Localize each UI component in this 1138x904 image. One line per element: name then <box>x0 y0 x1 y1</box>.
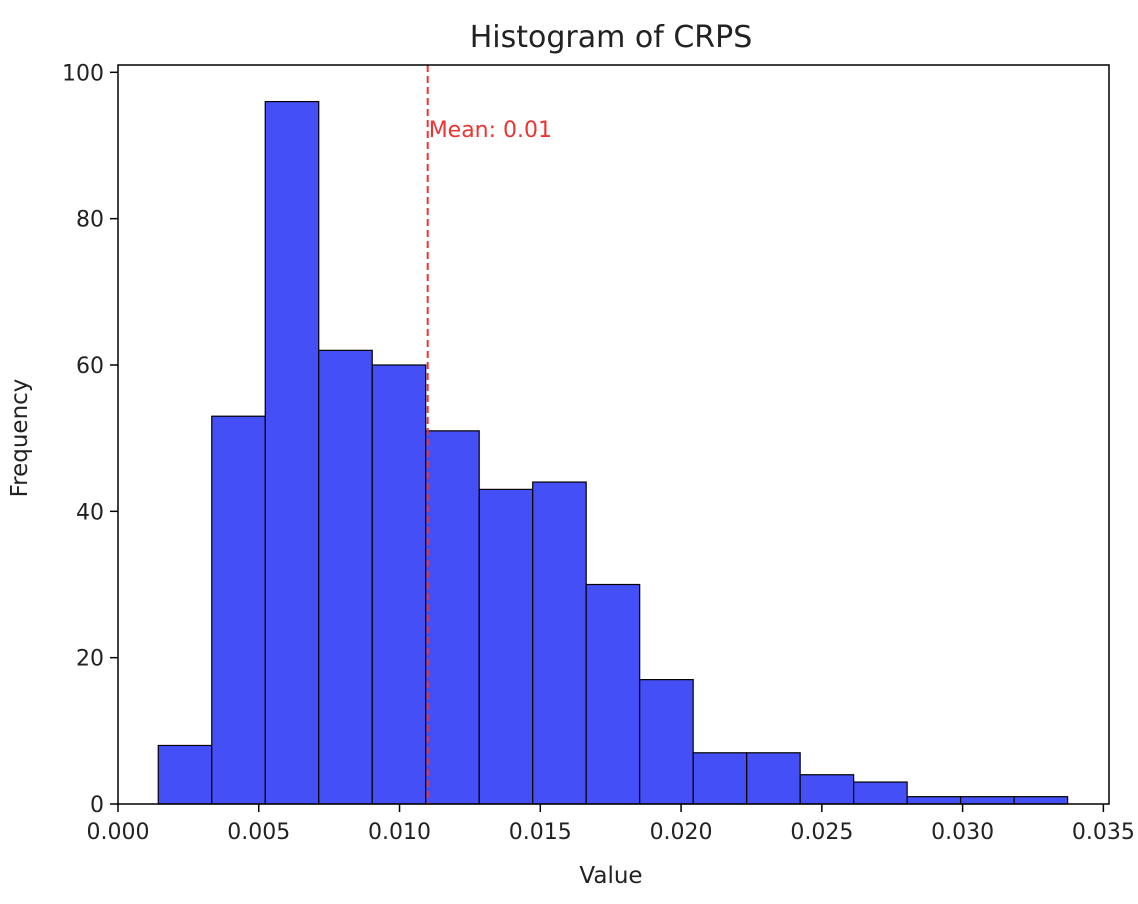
x-tick-label: 0.005 <box>227 820 290 845</box>
plot-frame <box>117 64 1110 805</box>
y-tick-label: 100 <box>62 61 104 86</box>
histogram-bar <box>692 752 748 805</box>
y-axis: 0 20 40 60 80 100 <box>62 61 118 818</box>
histogram-bar <box>211 415 266 805</box>
mean-layer: Mean: 0.01 <box>426 65 552 804</box>
x-tick-label: 0.030 <box>931 820 994 845</box>
histogram-bar <box>639 679 694 805</box>
y-tick-label: 40 <box>76 500 104 525</box>
histogram-bar <box>960 796 1015 805</box>
histogram-bar <box>532 481 587 805</box>
x-tick-label: 0.010 <box>368 820 431 845</box>
histogram-bar <box>746 752 801 805</box>
histogram-bar <box>1013 796 1069 805</box>
histogram-bar <box>478 488 534 805</box>
x-tick-label: 0.000 <box>87 820 150 845</box>
y-axis-label: Frequency <box>7 379 33 498</box>
histogram-bar <box>371 364 427 805</box>
bars-group <box>157 100 1069 805</box>
chart-title: Histogram of CRPS <box>470 20 753 55</box>
histogram-bar <box>157 744 213 805</box>
x-tick-label: 0.015 <box>509 820 572 845</box>
x-axis-label: Value <box>579 863 642 889</box>
histogram-bar <box>318 349 373 805</box>
histogram-bar <box>906 796 962 805</box>
histogram-bar <box>264 100 320 805</box>
histogram-bar <box>799 774 855 805</box>
x-tick-label: 0.020 <box>650 820 713 845</box>
y-tick-label: 80 <box>76 208 104 233</box>
y-tick-label: 60 <box>76 354 104 379</box>
x-axis: 0.000 0.005 0.010 0.015 0.020 0.025 0.030 0.035 <box>87 804 1135 845</box>
histogram-bar <box>585 583 641 805</box>
histogram-bar <box>853 781 908 805</box>
histogram-bar <box>425 430 480 805</box>
x-tick-label: 0.025 <box>790 820 853 845</box>
y-tick-label: 0 <box>90 793 104 818</box>
mean-annotation: Mean: 0.01 <box>429 118 552 143</box>
y-tick-label: 20 <box>76 647 104 672</box>
x-tick-label: 0.035 <box>1072 820 1135 845</box>
